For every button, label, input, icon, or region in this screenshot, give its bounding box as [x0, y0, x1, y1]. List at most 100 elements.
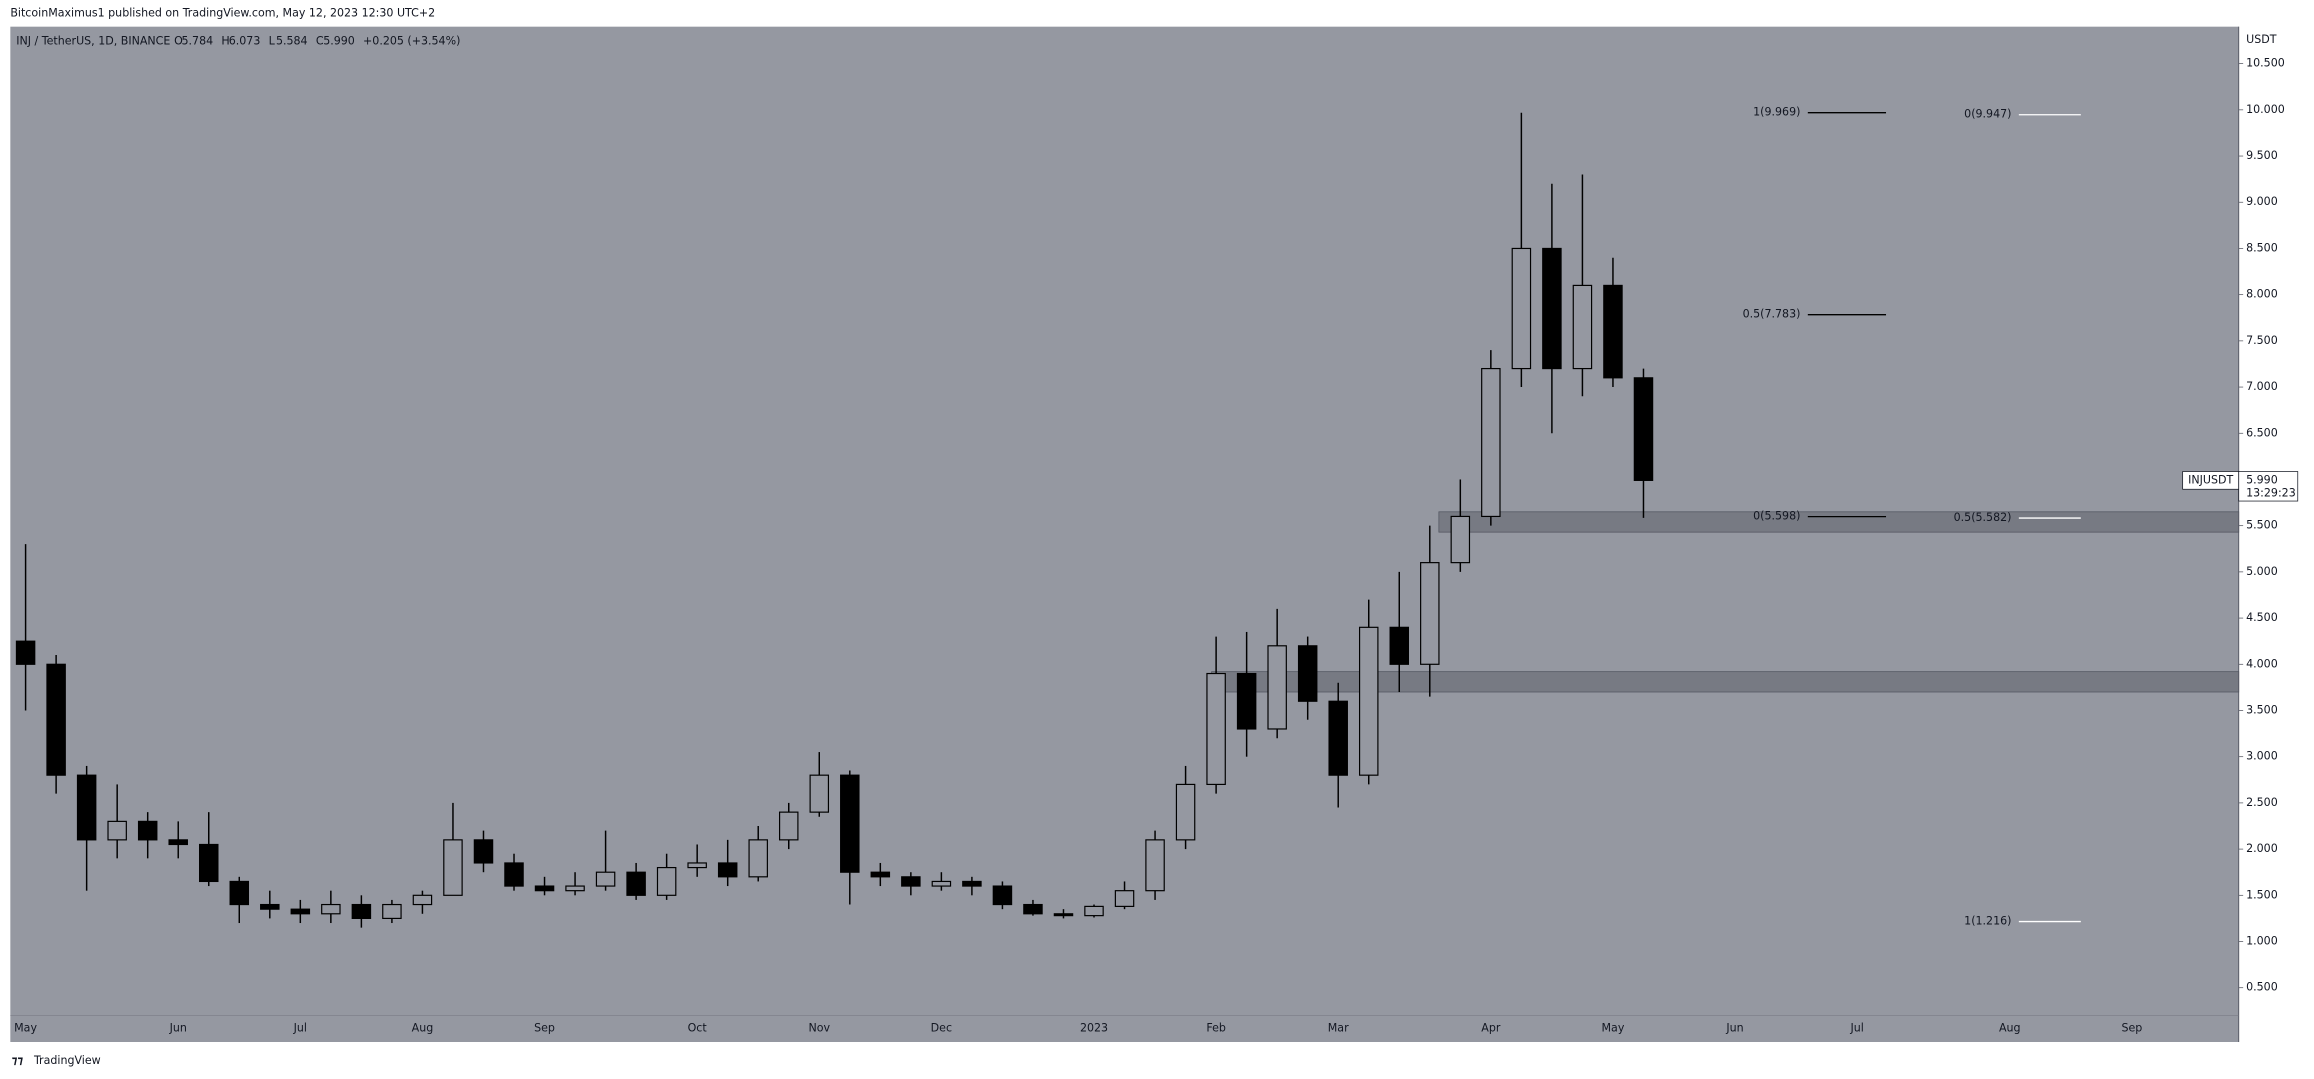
candle-body	[504, 862, 524, 887]
ohlc-value: 5.784	[182, 34, 214, 47]
x-tick-label: Feb	[1206, 1022, 1226, 1035]
candle-body	[382, 903, 402, 919]
candle-body	[626, 871, 646, 896]
ohlc-key: H	[221, 34, 229, 47]
candle-body	[107, 820, 127, 841]
fib-label: 1(1.216)	[1964, 915, 2011, 928]
candle-body	[534, 885, 555, 892]
candle-body	[1450, 515, 1471, 564]
candle-body	[1145, 839, 1165, 892]
candle-body	[15, 640, 36, 665]
candle-body	[321, 903, 341, 915]
ohlc-value: 5.584	[276, 34, 308, 47]
x-tick-label: May	[1602, 1022, 1625, 1035]
y-tick-label: 0.500	[2246, 981, 2278, 994]
candle-body	[992, 885, 1013, 906]
ohlc-legend: O5.784 H 6.073 L 5.584 C 5.990 +0.205 (+3.54%)	[174, 34, 460, 47]
candle-body	[168, 839, 188, 846]
x-tick-label: Jul	[1849, 1022, 1863, 1035]
y-tick-label: 2.500	[2246, 796, 2278, 809]
y-tick-label: 7.000	[2246, 380, 2278, 393]
price-axis-background	[2238, 26, 2314, 1042]
candle-body	[1358, 626, 1379, 776]
y-tick-label: 5.500	[2246, 519, 2278, 532]
x-tick-label: Nov	[808, 1022, 830, 1035]
candle-body	[290, 908, 311, 915]
candle-body	[137, 820, 158, 841]
support-zone	[1438, 511, 2240, 533]
y-tick-label: 7.500	[2246, 334, 2278, 347]
candle-body	[687, 862, 707, 869]
brand: TradingView	[33, 1054, 101, 1067]
price-tag	[2238, 471, 2299, 502]
candle-body	[1084, 905, 1104, 917]
candle-body	[1114, 890, 1135, 907]
fib-label: 0.5(7.783)	[1743, 308, 1801, 321]
candle-body	[565, 885, 585, 892]
y-tick-label: 9.500	[2246, 149, 2278, 162]
candle-body	[1633, 377, 1654, 481]
candle-body	[1603, 284, 1623, 379]
x-tick-label: Jun	[1725, 1022, 1743, 1035]
candle-body	[870, 871, 891, 878]
y-tick-label: 1.500	[2246, 888, 2278, 901]
candle-body	[717, 862, 738, 878]
x-tick-label: Sep	[534, 1022, 555, 1035]
candle-body	[229, 880, 250, 906]
candle-body	[778, 811, 799, 841]
candle-body	[1542, 247, 1562, 370]
change: +0.205 (+3.54%)	[363, 34, 460, 47]
candle-body	[412, 894, 433, 906]
countdown: 13:29:23	[2246, 487, 2296, 500]
candle-body	[1572, 284, 1593, 370]
ohlc-key: L	[269, 34, 276, 47]
publish-note: BitcoinMaximus1 published on TradingView…	[10, 6, 435, 19]
logo-mark: ⁊⁊	[12, 1054, 24, 1067]
candle-body	[1053, 913, 1074, 917]
y-tick-label: 8.000	[2246, 288, 2278, 301]
y-tick-label: 8.500	[2246, 241, 2278, 254]
candle-body	[1023, 903, 1043, 915]
candle-body	[260, 903, 280, 910]
x-tick-label: Oct	[688, 1022, 708, 1035]
y-tick-label: 6.500	[2246, 426, 2278, 439]
candle-body	[840, 774, 860, 873]
fib-label: 0(9.947)	[1964, 108, 2011, 121]
x-tick-label: May	[14, 1022, 37, 1035]
candle-body	[199, 843, 219, 883]
x-tick-label: Jun	[169, 1022, 187, 1035]
candle-body	[473, 839, 494, 864]
y-tick-label: 4.500	[2246, 611, 2278, 624]
x-tick-label: 2023	[1080, 1022, 1108, 1035]
y-tick-label: 3.500	[2246, 703, 2278, 716]
candle-body	[1267, 645, 1287, 730]
x-tick-label: Mar	[1328, 1022, 1349, 1035]
candle-body	[1481, 367, 1501, 518]
fib-label: 0.5(5.582)	[1954, 511, 2012, 524]
ohlc-value: 5.990	[323, 34, 355, 47]
x-tick-label: Aug	[412, 1022, 434, 1035]
x-tick-label: Sep	[2121, 1022, 2142, 1035]
y-tick-label: 5.000	[2246, 565, 2278, 578]
price-tag-label: 5.990	[2246, 473, 2278, 486]
candle-body	[1206, 672, 1226, 786]
symbol-tag-label: INJUSDT	[2188, 473, 2233, 486]
plot-background	[10, 26, 2239, 1042]
x-tick-label: Jul	[293, 1022, 307, 1035]
ohlc-key: O	[174, 34, 183, 47]
candle-body	[351, 903, 372, 919]
candle-body	[76, 774, 97, 841]
candle-body	[901, 876, 921, 887]
y-tick-label: 1.000	[2246, 935, 2278, 948]
y-tick-label: 10.500	[2246, 57, 2285, 70]
x-tick-label: Aug	[1999, 1022, 2021, 1035]
candle-body	[931, 880, 952, 887]
candle-body	[1511, 247, 1532, 370]
y-tick-label: 10.000	[2246, 103, 2285, 116]
y-tick-label: 3.000	[2246, 750, 2278, 763]
candle-body	[1389, 626, 1410, 665]
candle-body	[595, 871, 616, 887]
candle-body	[962, 880, 982, 887]
